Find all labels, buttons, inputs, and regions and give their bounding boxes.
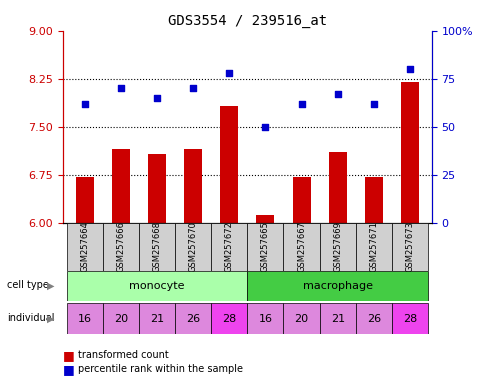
Bar: [175, 303, 211, 334]
Bar: [319, 303, 355, 334]
Point: [153, 95, 161, 101]
Bar: [103, 223, 138, 271]
Text: 28: 28: [222, 314, 236, 324]
Bar: [292, 177, 310, 223]
Point: [333, 91, 341, 97]
Text: transformed count: transformed count: [77, 350, 168, 360]
Bar: [355, 223, 391, 271]
Text: cell type: cell type: [7, 280, 49, 290]
Bar: [76, 177, 93, 223]
Bar: [220, 106, 238, 223]
Bar: [148, 154, 166, 223]
Point: [297, 101, 305, 107]
Text: GSM257664: GSM257664: [80, 221, 89, 272]
Text: 21: 21: [150, 314, 164, 324]
Point: [261, 124, 269, 130]
Bar: [283, 223, 319, 271]
Point: [225, 70, 233, 76]
Point: [81, 101, 89, 107]
Text: 26: 26: [186, 314, 200, 324]
Text: GSM257671: GSM257671: [369, 221, 378, 272]
Bar: [355, 303, 391, 334]
Bar: [247, 271, 427, 301]
Point: [189, 85, 197, 91]
Text: monocyte: monocyte: [129, 281, 184, 291]
Text: 20: 20: [114, 314, 128, 324]
Bar: [247, 303, 283, 334]
Bar: [112, 149, 130, 223]
Bar: [175, 223, 211, 271]
Bar: [138, 223, 175, 271]
Text: ▶: ▶: [47, 314, 55, 324]
Bar: [66, 271, 247, 301]
Text: GSM257668: GSM257668: [152, 221, 161, 272]
Bar: [211, 223, 247, 271]
Text: macrophage: macrophage: [302, 281, 372, 291]
Text: individual: individual: [7, 313, 55, 323]
Bar: [138, 303, 175, 334]
Point: [369, 101, 377, 107]
Text: 20: 20: [294, 314, 308, 324]
Bar: [66, 223, 103, 271]
Point: [405, 66, 413, 72]
Text: 28: 28: [402, 314, 416, 324]
Bar: [66, 303, 103, 334]
Bar: [184, 149, 202, 223]
Bar: [328, 152, 346, 223]
Text: GSM257669: GSM257669: [333, 221, 342, 272]
Bar: [256, 215, 274, 223]
Bar: [103, 303, 138, 334]
Text: ▶: ▶: [47, 281, 55, 291]
Text: GSM257667: GSM257667: [296, 221, 305, 272]
Bar: [391, 303, 427, 334]
Text: 16: 16: [258, 314, 272, 324]
Text: 16: 16: [77, 314, 91, 324]
Bar: [283, 303, 319, 334]
Text: 21: 21: [330, 314, 344, 324]
Point: [117, 85, 124, 91]
Bar: [400, 82, 418, 223]
Text: GSM257670: GSM257670: [188, 221, 197, 272]
Text: 26: 26: [366, 314, 380, 324]
Bar: [211, 303, 247, 334]
Text: ■: ■: [63, 363, 75, 376]
Bar: [391, 223, 427, 271]
Text: ■: ■: [63, 349, 75, 362]
Text: GSM257672: GSM257672: [224, 221, 233, 272]
Text: GSM257666: GSM257666: [116, 221, 125, 272]
Bar: [319, 223, 355, 271]
Bar: [247, 223, 283, 271]
Bar: [364, 177, 382, 223]
Text: GSM257665: GSM257665: [260, 221, 270, 272]
Title: GDS3554 / 239516_at: GDS3554 / 239516_at: [167, 14, 326, 28]
Text: GSM257673: GSM257673: [405, 221, 414, 272]
Text: percentile rank within the sample: percentile rank within the sample: [77, 364, 242, 374]
